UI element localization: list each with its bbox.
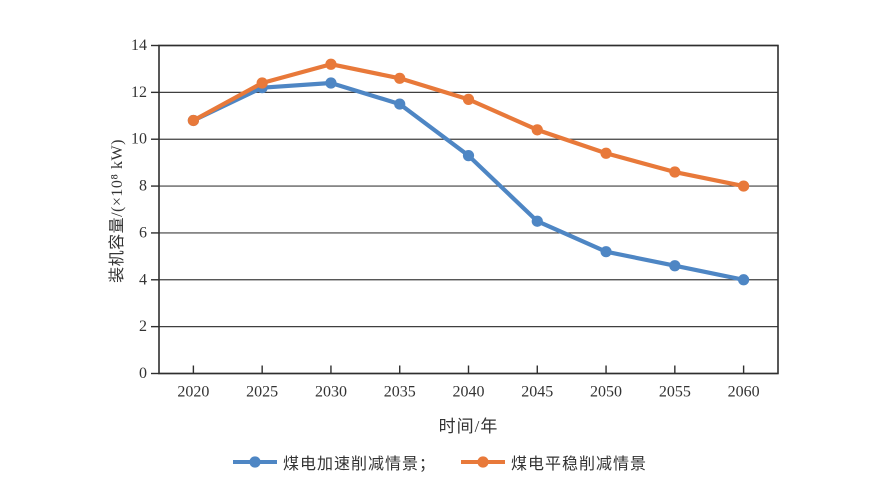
data-point-marker — [187, 114, 199, 127]
line-marker-icon — [232, 456, 277, 468]
data-point-marker — [600, 147, 612, 159]
series-line-1 — [191, 62, 746, 189]
data-point-marker — [738, 274, 750, 286]
data-point-marker — [256, 77, 268, 89]
data-point-marker — [394, 98, 406, 110]
data-point-marker — [325, 58, 337, 70]
line-marker-icon — [461, 456, 505, 468]
legend: 煤电加速削减情景； 煤电平稳削减情景 — [0, 450, 879, 474]
data-point-marker — [462, 150, 475, 162]
data-point-marker — [462, 93, 475, 105]
x-tick-label: 2030 — [315, 384, 347, 401]
data-point-marker — [738, 180, 750, 192]
legend-label-accelerated: 煤电加速削减情景； — [282, 456, 436, 473]
legend-item-accelerated-scenario: 煤电加速削减情景； — [232, 450, 436, 474]
x-axis-title: 时间/年 — [438, 417, 499, 436]
y-axis-title: 装机容量/(×10⁸ kW) — [109, 139, 126, 283]
x-tick-label: 2060 — [728, 384, 760, 401]
y-tick-label: 10 — [131, 131, 147, 148]
x-tick-label: 2040 — [453, 384, 485, 401]
y-tick-label: 2 — [139, 318, 147, 335]
legend-label-steady: 煤电平稳削减情景 — [511, 456, 648, 473]
y-tick-label: 0 — [139, 365, 147, 382]
series-line-0 — [191, 80, 746, 282]
data-point-marker — [531, 215, 543, 227]
data-point-marker — [600, 246, 612, 258]
y-tick-label: 12 — [131, 84, 147, 101]
data-point-marker — [531, 124, 543, 136]
x-tick-label: 2035 — [384, 384, 416, 401]
legend-item-steady-scenario: 煤电平稳削减情景 — [460, 450, 647, 474]
y-tick-label: 4 — [139, 271, 147, 288]
x-tick-label: 2020 — [177, 384, 209, 401]
x-tick-label: 2050 — [590, 384, 622, 401]
x-tick-label: 2045 — [521, 384, 553, 401]
data-point-marker — [669, 166, 681, 178]
data-point-marker — [325, 77, 337, 89]
x-tick-label: 2025 — [246, 384, 278, 401]
y-tick-label: 14 — [131, 37, 147, 54]
y-tick-label: 8 — [139, 178, 147, 195]
x-tick-label: 2055 — [659, 384, 691, 401]
data-point-marker — [394, 72, 406, 84]
data-point-marker — [669, 260, 681, 272]
y-tick-label: 6 — [139, 224, 147, 241]
